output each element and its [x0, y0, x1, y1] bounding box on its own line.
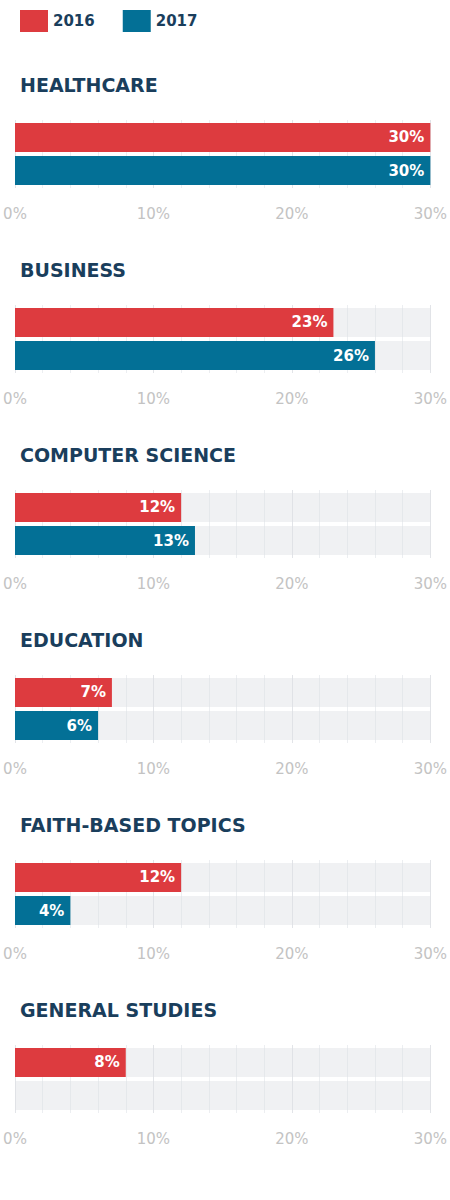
svg-text:20%: 20%	[275, 945, 308, 963]
svg-text:12%: 12%	[139, 498, 175, 516]
svg-text:13%: 13%	[153, 532, 189, 550]
svg-text:FAITH-BASED TOPICS: FAITH-BASED TOPICS	[20, 814, 246, 836]
svg-text:30%: 30%	[414, 390, 447, 408]
svg-text:2016: 2016	[53, 12, 95, 30]
svg-text:20%: 20%	[275, 760, 308, 778]
svg-text:10%: 10%	[137, 205, 170, 223]
svg-text:0%: 0%	[3, 760, 27, 778]
svg-text:8%: 8%	[94, 1053, 119, 1071]
svg-text:10%: 10%	[137, 575, 170, 593]
svg-text:30%: 30%	[388, 128, 424, 146]
svg-text:10%: 10%	[137, 1130, 170, 1148]
svg-text:12%: 12%	[139, 868, 175, 886]
svg-text:10%: 10%	[137, 945, 170, 963]
svg-text:BUSINESS: BUSINESS	[20, 259, 126, 281]
svg-text:0%: 0%	[3, 945, 27, 963]
svg-text:2017: 2017	[156, 12, 198, 30]
svg-text:10%: 10%	[137, 390, 170, 408]
svg-text:23%: 23%	[292, 313, 328, 331]
svg-text:30%: 30%	[414, 575, 447, 593]
svg-text:COMPUTER SCIENCE: COMPUTER SCIENCE	[20, 444, 236, 466]
svg-text:0%: 0%	[3, 205, 27, 223]
svg-text:6%: 6%	[67, 717, 92, 735]
svg-text:30%: 30%	[388, 162, 424, 180]
svg-text:30%: 30%	[414, 1130, 447, 1148]
svg-text:0%: 0%	[3, 390, 27, 408]
svg-text:20%: 20%	[275, 1130, 308, 1148]
svg-text:20%: 20%	[275, 205, 308, 223]
svg-text:30%: 30%	[414, 760, 447, 778]
svg-text:4%: 4%	[39, 902, 64, 920]
svg-text:0%: 0%	[3, 575, 27, 593]
svg-text:7%: 7%	[80, 683, 105, 701]
svg-text:HEALTHCARE: HEALTHCARE	[20, 74, 158, 96]
svg-text:26%: 26%	[333, 347, 369, 365]
svg-text:30%: 30%	[414, 945, 447, 963]
svg-text:20%: 20%	[275, 575, 308, 593]
svg-text:20%: 20%	[275, 390, 308, 408]
svg-text:EDUCATION: EDUCATION	[20, 629, 143, 651]
svg-text:0%: 0%	[3, 1130, 27, 1148]
svg-text:GENERAL STUDIES: GENERAL STUDIES	[20, 999, 217, 1021]
svg-text:30%: 30%	[414, 205, 447, 223]
svg-text:10%: 10%	[137, 760, 170, 778]
